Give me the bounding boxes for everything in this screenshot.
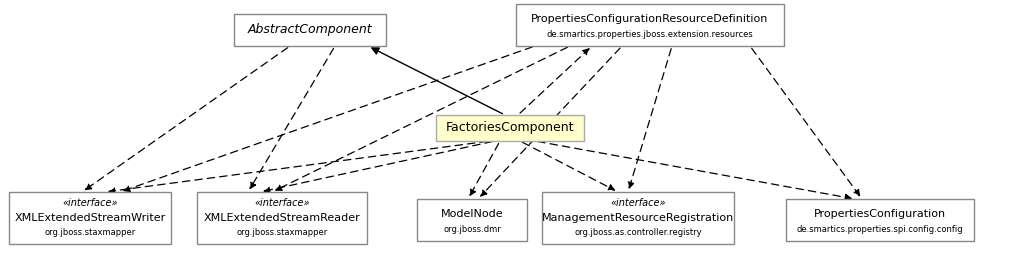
- Text: AbstractComponent: AbstractComponent: [248, 23, 373, 36]
- Text: «interface»: «interface»: [63, 199, 118, 209]
- Text: org.jboss.as.controller.registry: org.jboss.as.controller.registry: [574, 228, 701, 237]
- Text: FactoriesComponent: FactoriesComponent: [446, 121, 574, 134]
- Text: XMLExtendedStreamWriter: XMLExtendedStreamWriter: [14, 213, 165, 223]
- Text: PropertiesConfigurationResourceDefinition: PropertiesConfigurationResourceDefinitio…: [531, 14, 768, 24]
- FancyBboxPatch shape: [197, 192, 367, 244]
- Text: ModelNode: ModelNode: [441, 209, 503, 219]
- Text: de.smartics.properties.jboss.extension.resources: de.smartics.properties.jboss.extension.r…: [546, 30, 754, 39]
- FancyBboxPatch shape: [234, 14, 386, 46]
- FancyBboxPatch shape: [786, 199, 974, 241]
- Text: ManagementResourceRegistration: ManagementResourceRegistration: [542, 213, 734, 223]
- Text: «interface»: «interface»: [610, 199, 665, 209]
- FancyBboxPatch shape: [436, 115, 584, 141]
- FancyBboxPatch shape: [542, 192, 734, 244]
- Text: «interface»: «interface»: [255, 199, 310, 209]
- Text: org.jboss.staxmapper: org.jboss.staxmapper: [44, 228, 136, 237]
- Text: org.jboss.dmr: org.jboss.dmr: [443, 225, 501, 234]
- FancyBboxPatch shape: [417, 199, 527, 241]
- Text: de.smartics.properties.spi.config.config: de.smartics.properties.spi.config.config: [797, 225, 963, 234]
- FancyBboxPatch shape: [9, 192, 172, 244]
- Text: XMLExtendedStreamReader: XMLExtendedStreamReader: [203, 213, 360, 223]
- FancyBboxPatch shape: [516, 4, 784, 46]
- Text: org.jboss.staxmapper: org.jboss.staxmapper: [236, 228, 328, 237]
- Text: PropertiesConfiguration: PropertiesConfiguration: [814, 209, 946, 219]
